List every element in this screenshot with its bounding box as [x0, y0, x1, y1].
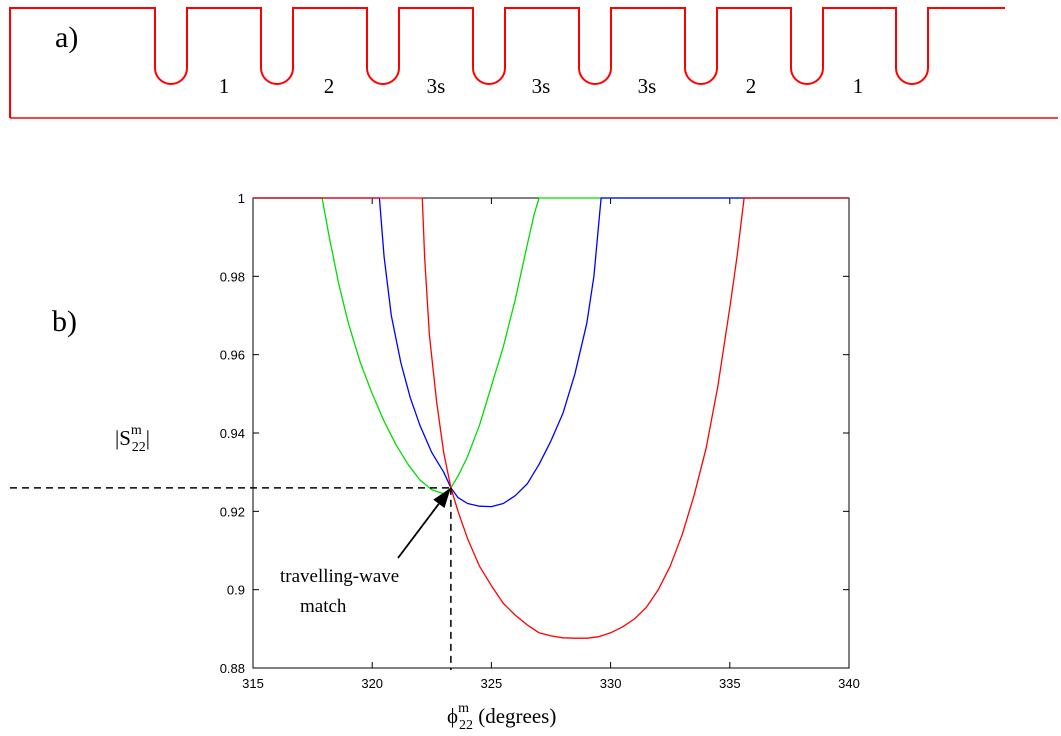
x-tick-label: 315	[242, 676, 264, 691]
y-tick-label: 0.94	[220, 426, 245, 441]
cell-label: 3s	[427, 74, 446, 98]
annotation-line2: match	[300, 596, 347, 617]
series-line-1	[253, 197, 849, 495]
panel-a-label: a)	[55, 21, 78, 54]
x-tick-label: 325	[481, 676, 503, 691]
annotation-arrow-head	[433, 487, 451, 509]
y-axis-label: |Sm 22|	[115, 423, 150, 455]
series-line-3	[253, 197, 849, 639]
y-tick-label: 1	[238, 191, 245, 206]
y-tick-label: 0.9	[227, 583, 245, 598]
y-tick-label: 0.88	[220, 661, 245, 676]
panel-b-label: b)	[52, 305, 77, 338]
axis-tick-labels: 315 320 325 330 335 340 0.88 0.9 0.92 0.94 0.96 0.9…	[220, 191, 860, 691]
cell-label: 2	[746, 74, 757, 98]
annotation-arrow-shaft	[397, 503, 440, 559]
plot-area: 315 320 325 330 335 340 0.88 0.9 0.92 0.94 0.96 0.9…	[220, 191, 860, 691]
x-tick-label: 320	[361, 676, 383, 691]
y-tick-label: 0.96	[220, 348, 245, 363]
y-tick-label: 0.98	[220, 269, 245, 284]
panel-a-structure: a) 1 2 3s 3s 3s 2 1	[9, 7, 1058, 119]
series-line-2	[253, 197, 849, 508]
x-axis-label: ϕm 22 (degrees)	[447, 701, 556, 731]
structure-outline	[9, 7, 1005, 118]
x-tick-label: 330	[600, 676, 622, 691]
cell-label: 2	[324, 74, 335, 98]
match-guides	[397, 487, 452, 670]
series-lines	[253, 197, 849, 639]
x-tick-label: 340	[838, 676, 860, 691]
cell-labels: 1 2 3s 3s 3s 2 1	[219, 74, 864, 98]
cell-label: 1	[853, 74, 864, 98]
cell-label: 3s	[532, 74, 551, 98]
annotation-line1: travelling-wave	[280, 566, 399, 587]
cell-label: 1	[219, 74, 230, 98]
y-tick-label: 0.92	[220, 504, 245, 519]
cell-label: 3s	[638, 74, 657, 98]
axis-ticks	[252, 197, 850, 669]
x-tick-label: 335	[719, 676, 741, 691]
